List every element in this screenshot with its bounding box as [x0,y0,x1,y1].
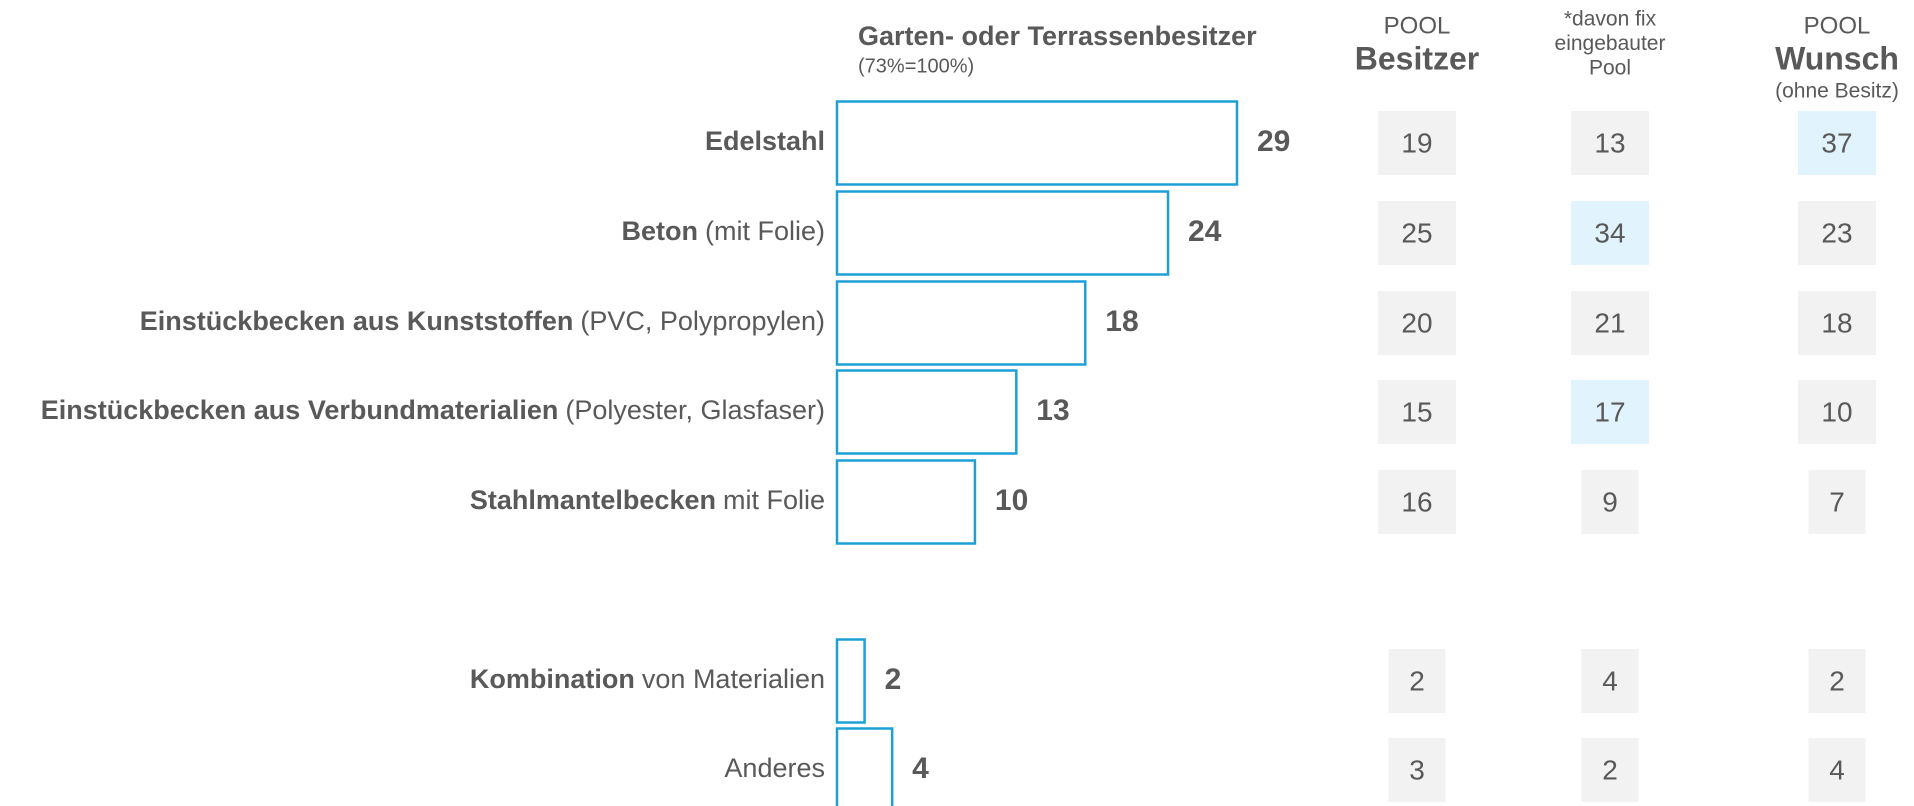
category-label: Kombination von Materialien [470,664,825,694]
value-label: 29 [1257,125,1290,158]
table-cell [1378,201,1456,265]
value-label: 10 [995,484,1028,517]
table-value: 37 [1821,127,1852,158]
table-value: 21 [1594,307,1625,338]
table-value: 18 [1821,307,1852,338]
column-header: eingebauter [1555,32,1666,55]
value-label: 2 [885,663,902,696]
column-header: *davon fix [1564,8,1657,31]
table-cell [1808,649,1866,713]
bar [835,727,894,806]
table-cell [1798,291,1876,355]
category-bold: Kombination [470,664,635,694]
table-value: 25 [1401,217,1432,248]
table-cell [1581,649,1639,713]
column-header: (ohne Besitz) [1775,80,1899,103]
table-value: 23 [1821,217,1852,248]
table-cell [1378,380,1456,444]
value-label: 4 [912,752,929,785]
table-value: 19 [1401,127,1432,158]
table-value: 17 [1594,396,1625,427]
category-rest: (mit Folie) [705,216,825,246]
table-cell [1571,380,1649,444]
table-cell [1571,291,1649,355]
table-value: 13 [1594,127,1625,158]
category-label: Beton (mit Folie) [622,216,826,246]
table-cell [1378,291,1456,355]
column-header: Wunsch [1775,40,1899,76]
category-rest: Anderes [724,753,825,783]
category-label: Stahlmantelbecken mit Folie [470,485,825,515]
table-value: 2 [1829,665,1845,696]
column-header: Pool [1589,57,1631,80]
category-rest: (PVC, Polypropylen) [580,306,825,336]
table-cell [1808,470,1866,534]
table-value: 2 [1409,665,1425,696]
bar [835,100,1239,186]
table-cell [1581,470,1639,534]
table-cell [1378,111,1456,175]
table-cell [1798,380,1876,444]
table-cell [1388,738,1446,802]
table-value: 3 [1409,754,1425,785]
category-label: Einstückbecken aus Kunststoffen (PVC, Pol… [140,306,825,336]
table-cell [1388,649,1446,713]
category-rest: (Polyester, Glasfaser) [565,395,825,425]
value-label: 18 [1105,305,1138,338]
table-value: 2 [1602,754,1618,785]
table-cell [1571,201,1649,265]
category-label: Anderes [724,753,825,783]
category-bold: Einstückbecken aus Kunststoffen [140,306,574,336]
category-bold: Edelstahl [705,126,825,156]
bar [835,369,1018,455]
table-value: 16 [1401,486,1432,517]
bar [835,190,1170,276]
table-cell [1798,111,1876,175]
table-value: 20 [1401,307,1432,338]
category-rest: von Materialien [642,664,825,694]
category-rest: mit Folie [723,485,825,515]
table-value: 15 [1401,396,1432,427]
table-cell [1798,201,1876,265]
table-value: 9 [1602,486,1618,517]
table-cell [1581,738,1639,802]
table-value: 4 [1602,665,1618,696]
bar [835,459,977,545]
category-label: Edelstahl [705,126,825,156]
category-bold: Einstückbecken aus Verbundmaterialien [41,395,559,425]
category-bold: Beton [622,216,699,246]
value-label: 13 [1036,394,1069,427]
bar [835,638,866,724]
chart-title: Garten- oder Terrassenbesitzer [858,21,1257,51]
table-cell [1571,111,1649,175]
bar [835,280,1087,366]
column-header: POOL [1384,12,1451,39]
table-value: 10 [1821,396,1852,427]
table-cell [1808,738,1866,802]
column-header: POOL [1804,12,1871,39]
chart-subtitle: (73%=100%) [858,55,974,77]
category-bold: Stahlmantelbecken [470,485,716,515]
table-cell [1378,470,1456,534]
table-value: 4 [1829,754,1845,785]
column-header: Besitzer [1355,40,1480,76]
category-label: Einstückbecken aus Verbundmaterialien (Po… [41,395,825,425]
table-value: 34 [1594,217,1625,248]
value-label: 24 [1188,215,1222,248]
table-value: 7 [1829,486,1845,517]
